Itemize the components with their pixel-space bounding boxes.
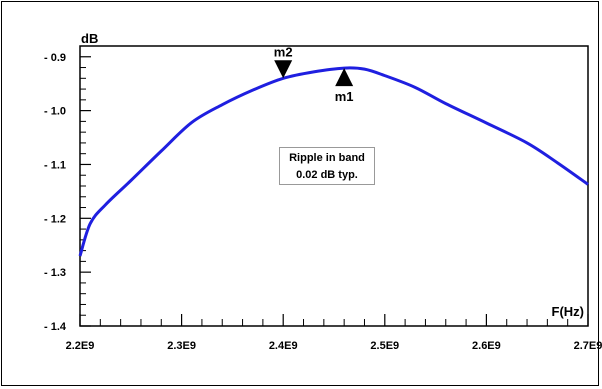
marker-m1-label: m1 (335, 89, 354, 104)
marker-m2-triangle (274, 60, 293, 79)
x-axis-label: F(Hz) (552, 304, 585, 319)
series-line (78, 66, 589, 257)
marker-m2-label: m2 (274, 44, 293, 59)
y-axis-label: dB (81, 31, 98, 46)
x-tick-label: 2.6E9 (472, 340, 501, 352)
x-tick-label: 2.4E9 (269, 340, 298, 352)
ripple-annotation: Ripple in band 0.02 dB typ. (279, 147, 375, 185)
annotation-line-1: Ripple in band (289, 152, 365, 164)
y-tick-label: - 1.2 (44, 213, 66, 225)
x-tick-label: 2.5E9 (370, 340, 399, 352)
y-tick-label: - 1.0 (44, 106, 66, 118)
plot-area (79, 45, 589, 327)
y-tick-label: - 0.9 (44, 52, 66, 64)
y-tick-label: - 1.4 (44, 321, 67, 333)
annotation-line-2: 0.02 dB typ. (296, 169, 358, 181)
x-tick-label: 2.3E9 (167, 340, 196, 352)
marker-m1-triangle (335, 68, 354, 87)
y-tick-label: - 1.3 (44, 267, 66, 279)
y-tick-label: - 1.1 (44, 159, 66, 171)
x-tick-label: 2.7E9 (574, 340, 602, 352)
x-tick-label: 2.2E9 (66, 340, 95, 352)
